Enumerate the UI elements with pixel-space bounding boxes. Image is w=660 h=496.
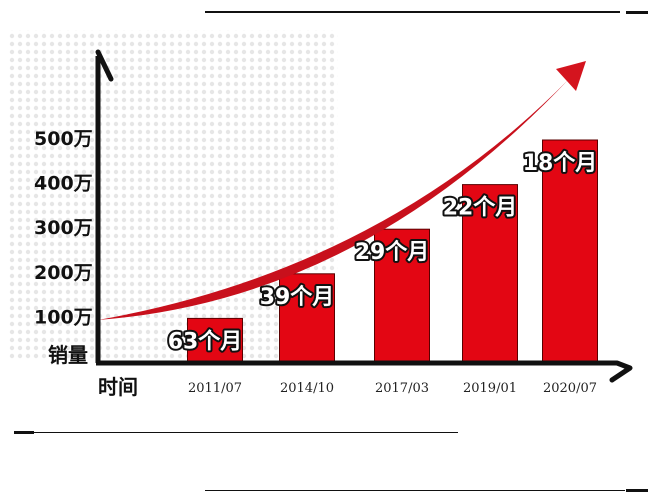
- y-axis-arrowhead: [95, 49, 114, 82]
- y-tick-label: 500万: [34, 128, 93, 150]
- bar-2020-07: [542, 139, 598, 364]
- data-label: 39个月: [260, 285, 335, 310]
- data-label: 18个月: [523, 151, 598, 176]
- frame-tick-top: [626, 11, 648, 14]
- trend-arrow-head: [556, 61, 586, 91]
- frame-tick-bottom: [626, 489, 648, 492]
- x-tick-label: 2017/03: [375, 381, 429, 396]
- data-label: 22个月: [443, 196, 518, 221]
- frame-tick-mid-left: [14, 431, 34, 434]
- y-tick-labels: 100万 200万 300万 400万 500万: [34, 128, 93, 328]
- x-tick-label: 2019/01: [463, 381, 517, 396]
- frame-line-bottom: [205, 490, 625, 491]
- bar-2017-03: [374, 228, 430, 364]
- y-tick-label: 200万: [34, 262, 93, 284]
- y-tick-label: 400万: [34, 173, 93, 195]
- x-tick-labels: 2011/07 2014/10 2017/03 2019/01 2020/07: [188, 381, 597, 396]
- x-tick-label: 2020/07: [543, 381, 597, 396]
- y-tick-label: 100万: [34, 306, 93, 328]
- x-tick-label: 2011/07: [188, 381, 242, 396]
- frame-line-mid: [34, 432, 458, 433]
- frame-line-top: [205, 11, 620, 13]
- bars-group: [187, 139, 598, 364]
- data-label: 29个月: [355, 240, 430, 265]
- y-axis-label: 销量: [48, 343, 88, 367]
- x-axis-arrowhead: [609, 360, 633, 383]
- y-tick-label: 300万: [34, 217, 93, 239]
- x-tick-label: 2014/10: [280, 381, 334, 396]
- bar-2011-07: [187, 317, 243, 364]
- x-axis-label: 时间: [98, 375, 138, 399]
- bar-2019-01: [462, 184, 518, 364]
- data-label: 63个月: [168, 329, 243, 354]
